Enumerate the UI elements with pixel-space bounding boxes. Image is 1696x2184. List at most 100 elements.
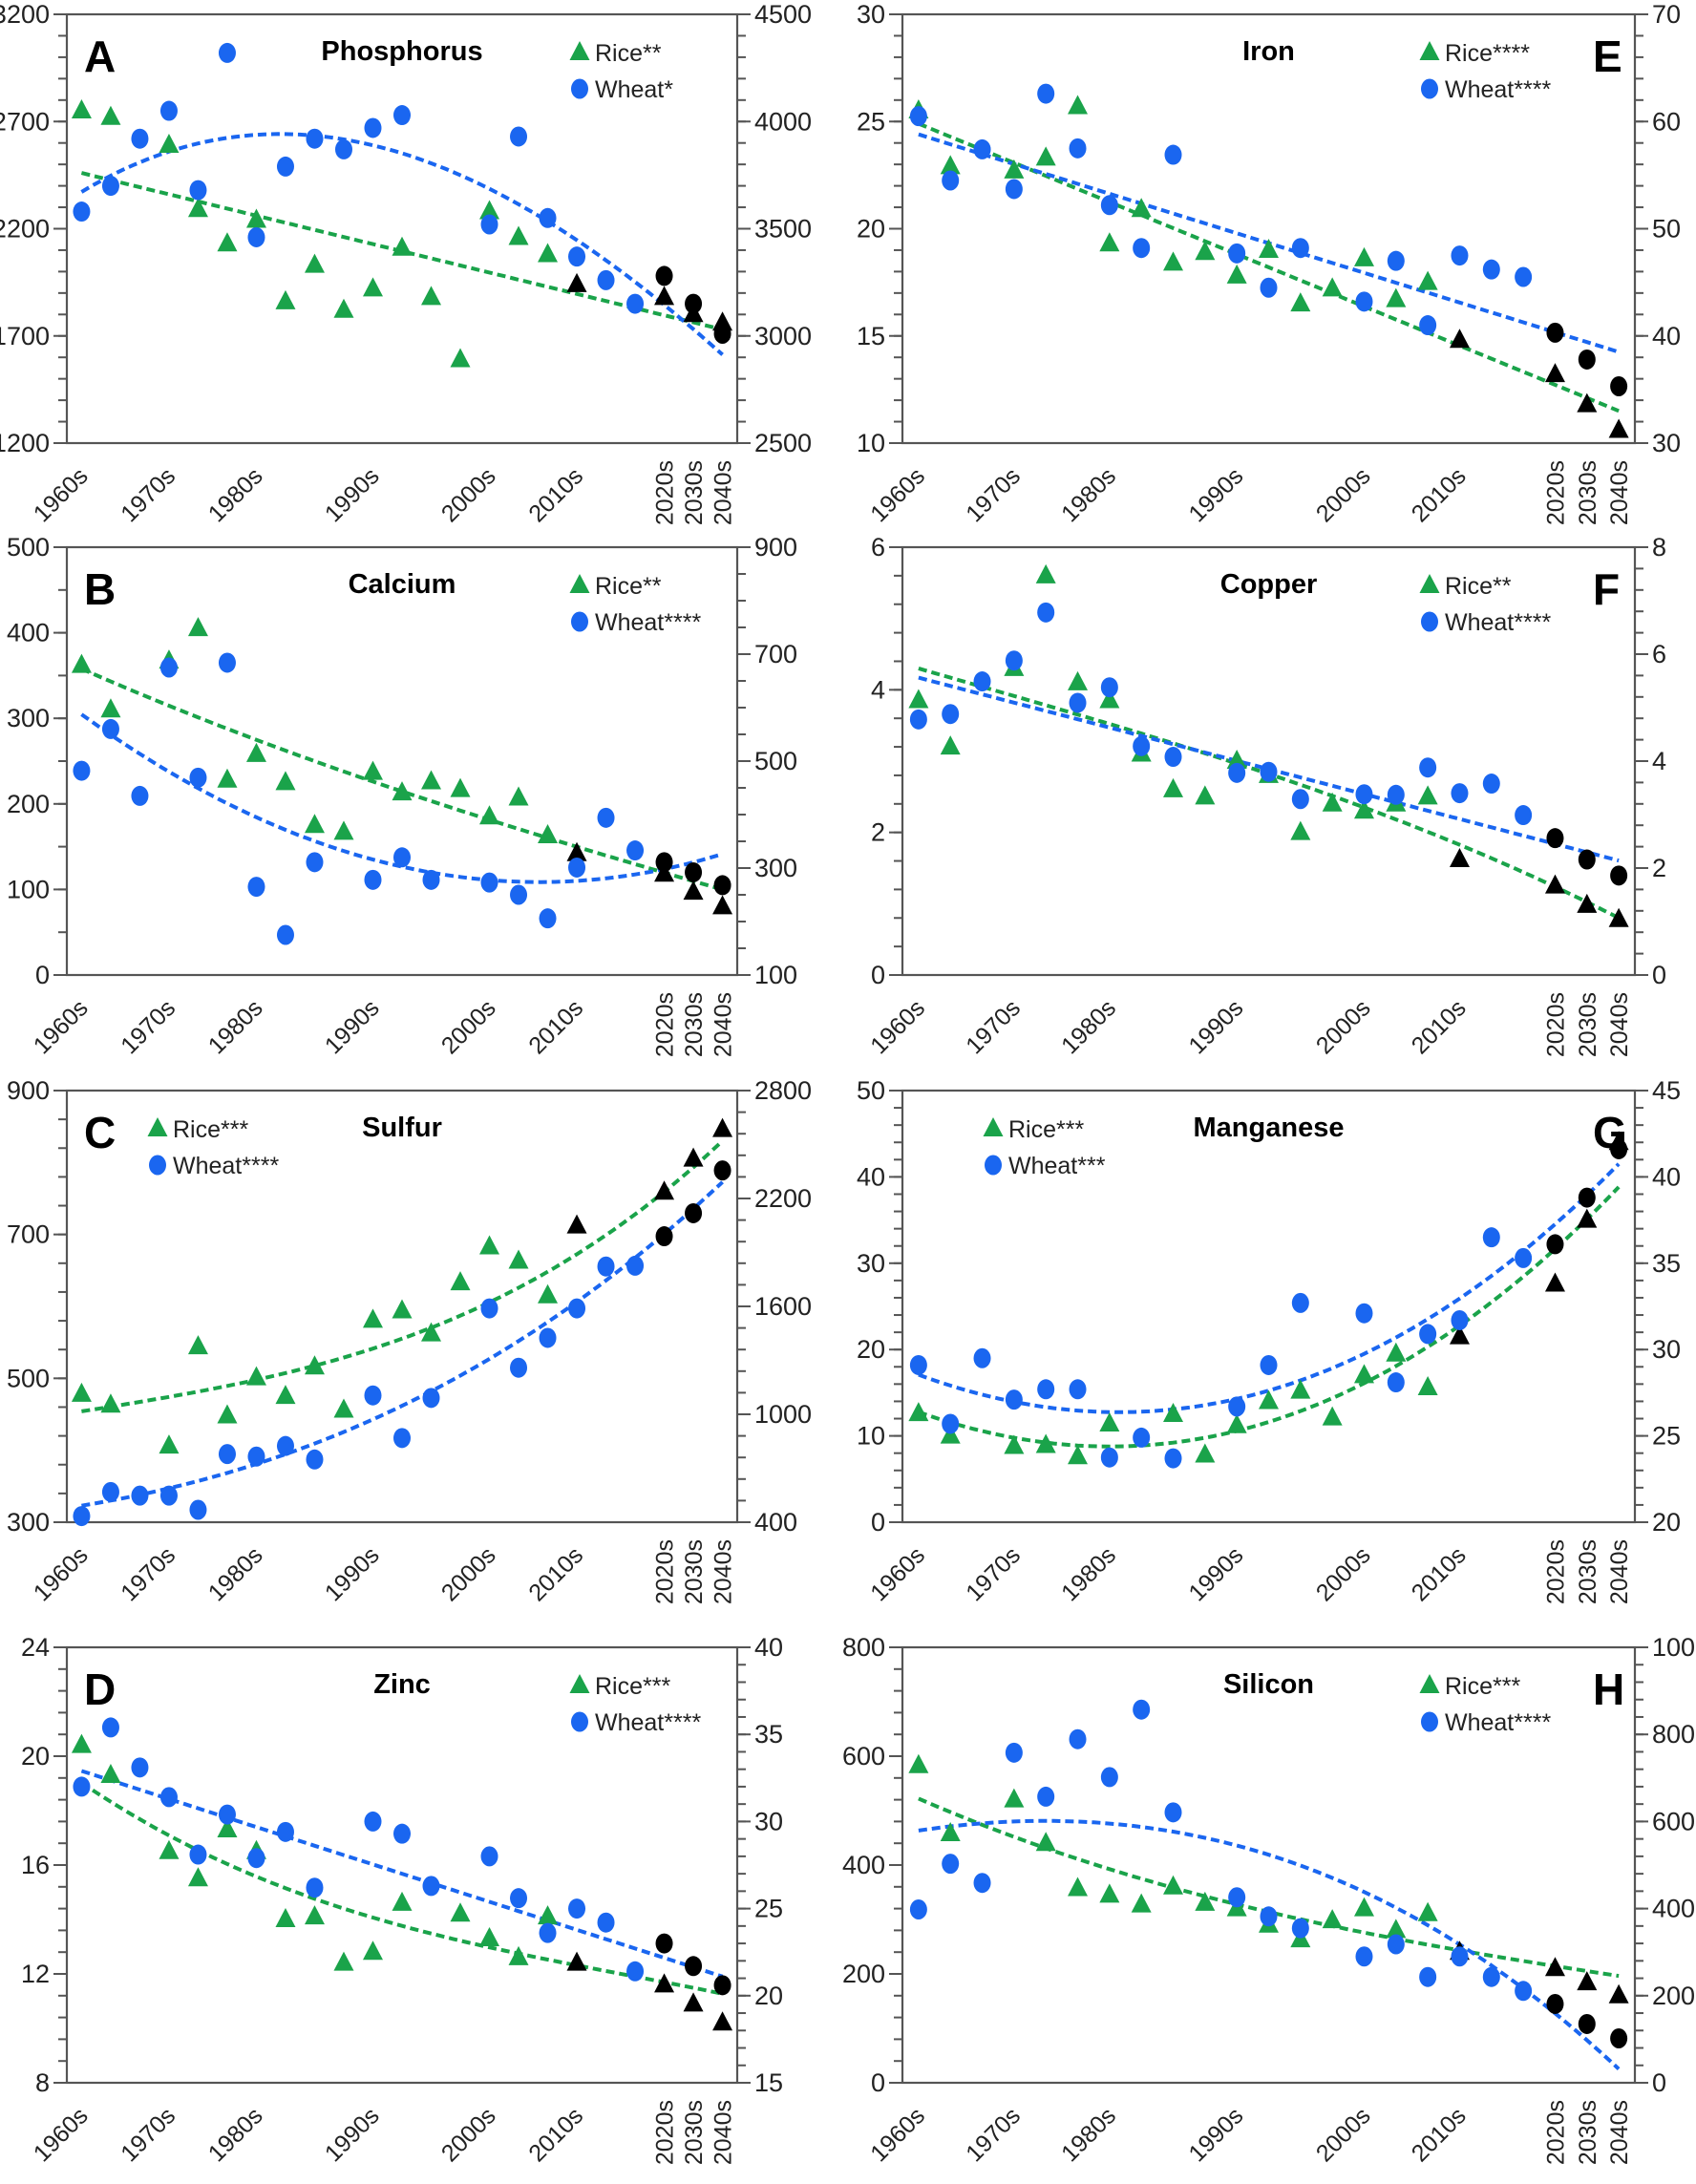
x-tick-label: 1970s xyxy=(116,1541,180,1606)
x-tick-label: 1980s xyxy=(1056,462,1121,527)
left-axis-tick-label: 2700 xyxy=(0,107,50,136)
wheat-projected-point xyxy=(685,1202,703,1223)
rice-data-point xyxy=(1068,1445,1089,1465)
x-tick-label: 2020s xyxy=(1542,1539,1569,1604)
rice-data-point xyxy=(908,689,929,709)
x-tick-label: 1990s xyxy=(1183,2102,1248,2167)
wheat-data-point xyxy=(306,852,324,873)
rice-data-point xyxy=(1035,146,1056,166)
right-axis-tick-label: 2800 xyxy=(754,1076,812,1105)
x-tick-label: 1980s xyxy=(203,1541,268,1606)
rice-data-point xyxy=(1386,1919,1407,1939)
rice-projected-point xyxy=(1577,893,1598,913)
wheat-data-point xyxy=(101,1481,119,1502)
wheat-projected-point xyxy=(1610,376,1628,397)
rice-data-point xyxy=(333,298,354,318)
right-axis-tick-label: 700 xyxy=(754,640,797,668)
right-axis-tick-label: 900 xyxy=(754,533,797,562)
left-axis-tick-label: 500 xyxy=(7,1364,50,1392)
panel-f: 0 2 4 6 0 2 4 6 8 1960s 1970s 1980s 1990s 2000s 2010s 2… xyxy=(865,533,1666,1059)
left-axis-tick-label: 20 xyxy=(21,1742,50,1771)
rice-data-point xyxy=(275,1908,296,1927)
right-axis-tick-label: 1600 xyxy=(754,1292,812,1321)
rice-data-point xyxy=(479,805,500,825)
legend-wheat-marker xyxy=(985,1155,1002,1176)
x-tick-label: 2010s xyxy=(1407,994,1472,1059)
right-axis-tick-label: 2200 xyxy=(754,1184,812,1213)
x-tick-label: 2020s xyxy=(1542,460,1569,525)
wheat-data-point xyxy=(159,100,178,121)
x-tick-label: 2010s xyxy=(1407,462,1472,527)
right-axis-tick-label: 400 xyxy=(1652,1895,1695,1923)
x-tick-label: 2040s xyxy=(710,460,737,525)
rice-data-point xyxy=(187,1335,208,1355)
wheat-data-point xyxy=(1037,1786,1055,1807)
right-axis-tick-label: 200 xyxy=(1652,1982,1695,2010)
wheat-data-point xyxy=(1482,1227,1500,1248)
wheat-data-point xyxy=(73,1506,91,1527)
rice-data-point xyxy=(362,277,383,297)
rice-data-point xyxy=(450,348,471,368)
rice-data-point xyxy=(1195,1891,1216,1911)
wheat-data-point xyxy=(597,1912,615,1933)
left-axis-tick-label: 700 xyxy=(7,1220,50,1249)
right-axis-tick-label: 500 xyxy=(754,747,797,775)
rice-data-point xyxy=(1386,287,1407,307)
panel-letter: D xyxy=(84,1665,116,1714)
left-axis-tick-label: 0 xyxy=(35,961,50,989)
wheat-data-point xyxy=(306,1877,324,1898)
rice-projected-point xyxy=(1544,363,1565,383)
wheat-data-point xyxy=(1355,1946,1373,1967)
wheat-data-point xyxy=(101,176,119,197)
wheat-data-point xyxy=(247,877,265,898)
panel-letter: H xyxy=(1593,1665,1624,1714)
rice-data-point xyxy=(1163,1403,1184,1422)
wheat-data-point xyxy=(1228,762,1246,783)
panel-title: Zinc xyxy=(373,1669,431,1700)
wheat-data-point xyxy=(247,1848,265,1869)
wheat-projected-point xyxy=(713,1975,731,1996)
right-axis-tick-label: 4500 xyxy=(754,0,812,29)
right-axis-tick-label: 30 xyxy=(1652,429,1681,457)
wheat-data-point xyxy=(1005,650,1023,671)
rice-data-point xyxy=(479,1235,500,1255)
rice-data-point xyxy=(1353,1364,1374,1384)
rice-data-point xyxy=(187,1867,208,1887)
rice-data-point xyxy=(1417,1375,1438,1395)
wheat-data-point xyxy=(942,704,960,725)
rice-data-point xyxy=(1353,799,1374,819)
rice-data-point xyxy=(275,1385,296,1405)
legend-rice-label: Rice*** xyxy=(595,1673,670,1700)
wheat-data-point xyxy=(942,1413,960,1434)
right-axis-tick-label: 20 xyxy=(754,1982,783,2010)
wheat-data-point xyxy=(1260,1906,1278,1927)
wheat-data-point xyxy=(1005,1389,1023,1410)
legend-wheat-marker xyxy=(149,1155,166,1176)
wheat-data-point xyxy=(1069,138,1087,159)
left-axis-tick-label: 300 xyxy=(7,1508,50,1537)
right-axis-tick-label: 3000 xyxy=(754,322,812,350)
right-axis-tick-label: 100 xyxy=(754,961,797,989)
rice-data-point xyxy=(1417,1901,1438,1921)
rice-projected-point xyxy=(683,1992,704,2012)
wheat-data-point xyxy=(1355,291,1373,312)
rice-data-point xyxy=(304,253,325,273)
wheat-data-point xyxy=(101,718,119,739)
legend-rice-marker xyxy=(1419,574,1440,593)
wheat-data-point xyxy=(973,671,991,692)
rice-data-point xyxy=(1004,1434,1025,1454)
wheat-data-point xyxy=(1164,1802,1182,1823)
wheat-data-point xyxy=(1228,1396,1246,1417)
right-axis-tick-label: 35 xyxy=(1652,1249,1681,1278)
x-tick-label: 2040s xyxy=(710,1539,737,1604)
rice-data-point xyxy=(538,823,559,843)
x-tick-label: 1990s xyxy=(1183,994,1248,1059)
legend-rice-label: Rice** xyxy=(595,573,662,600)
wheat-data-point xyxy=(393,105,411,126)
wheat-data-point xyxy=(1387,1934,1405,1955)
rice-data-point xyxy=(1386,1342,1407,1362)
rice-projected-point xyxy=(1608,1983,1629,2004)
panel-letter: B xyxy=(84,564,116,614)
rice-trend-line xyxy=(80,667,724,892)
wheat-data-point xyxy=(973,1873,991,1894)
